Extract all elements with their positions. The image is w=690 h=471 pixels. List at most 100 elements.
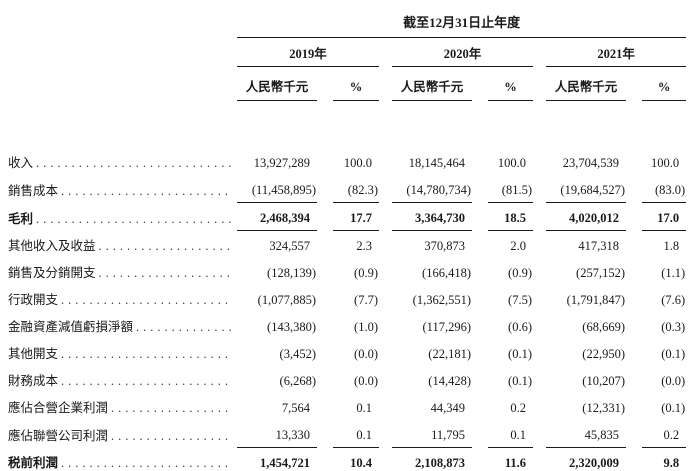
percent-cell-2020: (0.1) [508,374,532,388]
percent-header-2021: % [642,66,687,101]
row-label-text: 應佔聯營公司利潤 [8,428,109,443]
dot-leader: ........................................… [136,320,232,334]
column-gap [626,312,642,339]
amount-cell-2020: (117,296) [422,320,472,334]
column-gap [317,393,333,420]
amount-cell-2019: 1,454,721 [260,456,310,470]
column-gap [317,448,333,471]
amount-cell-2020: 3,364,730 [392,202,472,231]
column-gap [533,312,546,339]
amount-cell-2019: 13,330 [237,420,317,448]
amount-cell-2020: (1,362,551) [412,293,471,307]
amount-cell-2019: 2,468,394 [237,202,317,231]
amount-cell-2021: (257,152) [576,266,625,280]
row-label: 應佔聯營公司利潤................................… [0,420,237,448]
table-title: 截至12月31日止年度 [237,5,687,38]
amount-cell-2020: (14,780,734) [392,175,472,203]
amount-cell-2021: (19,684,527) [546,175,626,203]
unit-header-2019: 人民幣千元 [237,66,317,101]
amount-cell-2020: 11,795 [392,420,472,448]
column-gap [379,67,392,101]
row-label-text: 財務成本 [8,374,59,388]
unit-header-2020: 人民幣千元 [392,66,472,101]
column-gap [626,420,642,448]
percent-cell-2020: 0.2 [510,401,526,415]
column-gap [379,258,392,285]
column-gap [533,231,546,259]
column-gap [317,175,333,203]
column-gap [626,339,642,366]
percent-cell-2021: (83.0) [642,175,687,203]
dot-leader: ........................................… [61,293,232,307]
column-gap [317,312,333,339]
column-gap [379,420,392,448]
row-label-text: 行政開支 [8,293,59,307]
percent-cell-2020: 100.0 [497,156,526,170]
amount-cell-2021: 4,020,012 [546,202,626,231]
column-gap [472,448,488,471]
table-title-row: 截至12月31日止年度 [0,5,687,38]
row-label-text: 税前利潤 [8,456,59,470]
column-gap [472,420,488,448]
row-label-text: 銷售成本 [8,183,59,198]
year-header-2019: 2019年 [237,37,379,67]
column-gap [317,148,333,175]
table-row: 其他收入及收益.................................… [0,231,686,259]
dot-leader: ........................................… [61,374,232,388]
table-row: 金融資產減值虧損淨額..............................… [0,312,686,339]
amount-cell-2019: (128,139) [267,266,316,280]
column-gap [626,67,642,101]
percent-cell-2019: 17.7 [333,202,379,231]
percent-cell-2019: 10.4 [350,456,372,470]
column-gap [379,175,392,203]
row-label: 税前利潤....................................… [0,448,237,471]
column-gap [317,285,333,312]
column-gap [472,285,488,312]
column-gap [472,312,488,339]
row-label-text: 銷售及分銷開支 [8,266,96,280]
row-label-text: 應佔合營企業利潤 [8,401,109,415]
dot-leader: ........................................… [36,156,232,170]
percent-header-2019: % [333,66,379,101]
amount-cell-2020: 370,873 [424,239,465,253]
year-header-2020: 2020年 [392,37,533,67]
column-gap [533,448,546,471]
percent-cell-2021: (0.3) [661,320,686,334]
amount-cell-2019: (3,452) [279,347,316,361]
row-label-text: 毛利 [8,211,34,226]
table-row: 行政開支....................................… [0,285,686,312]
row-label: 銷售成本....................................… [0,175,237,203]
row-label: 金融資產減值虧損淨額..............................… [0,312,237,339]
column-gap [533,38,546,67]
dot-leader: ........................................… [111,428,232,443]
amount-cell-2019: 7,564 [281,401,310,415]
amount-cell-2021: (12,331) [582,401,625,415]
column-gap [626,203,642,231]
column-gap [379,393,392,420]
percent-cell-2019: (0.0) [354,347,378,361]
unit-header-2021: 人民幣千元 [546,66,626,101]
dot-leader: ........................................… [36,211,232,226]
amount-cell-2020: 2,108,873 [415,456,465,470]
column-gap [533,393,546,420]
row-label: 收入......................................… [0,148,237,175]
percent-cell-2019: (0.0) [354,374,378,388]
row-label: 毛利......................................… [0,203,237,231]
amount-cell-2019: (143,380) [267,320,316,334]
column-gap [626,448,642,471]
column-gap [472,67,488,101]
percent-cell-2020: (0.9) [508,266,532,280]
amount-cell-2019: 13,927,289 [253,156,310,170]
row-label-text: 金融資產減值虧損淨額 [8,320,134,334]
dot-leader: ........................................… [111,401,232,415]
column-gap [626,175,642,203]
percent-cell-2021: (1.1) [661,266,686,280]
percent-cell-2019: (7.7) [354,293,378,307]
percent-cell-2020: 11.6 [504,456,526,470]
column-gap [472,148,488,175]
row-label: 其他收入及收益.................................… [0,231,237,259]
percent-cell-2021: (0.0) [661,374,686,388]
amount-cell-2020: 18,145,464 [408,156,465,170]
percent-cell-2021: 0.2 [642,420,687,448]
table-row: 税前利潤....................................… [0,448,686,471]
